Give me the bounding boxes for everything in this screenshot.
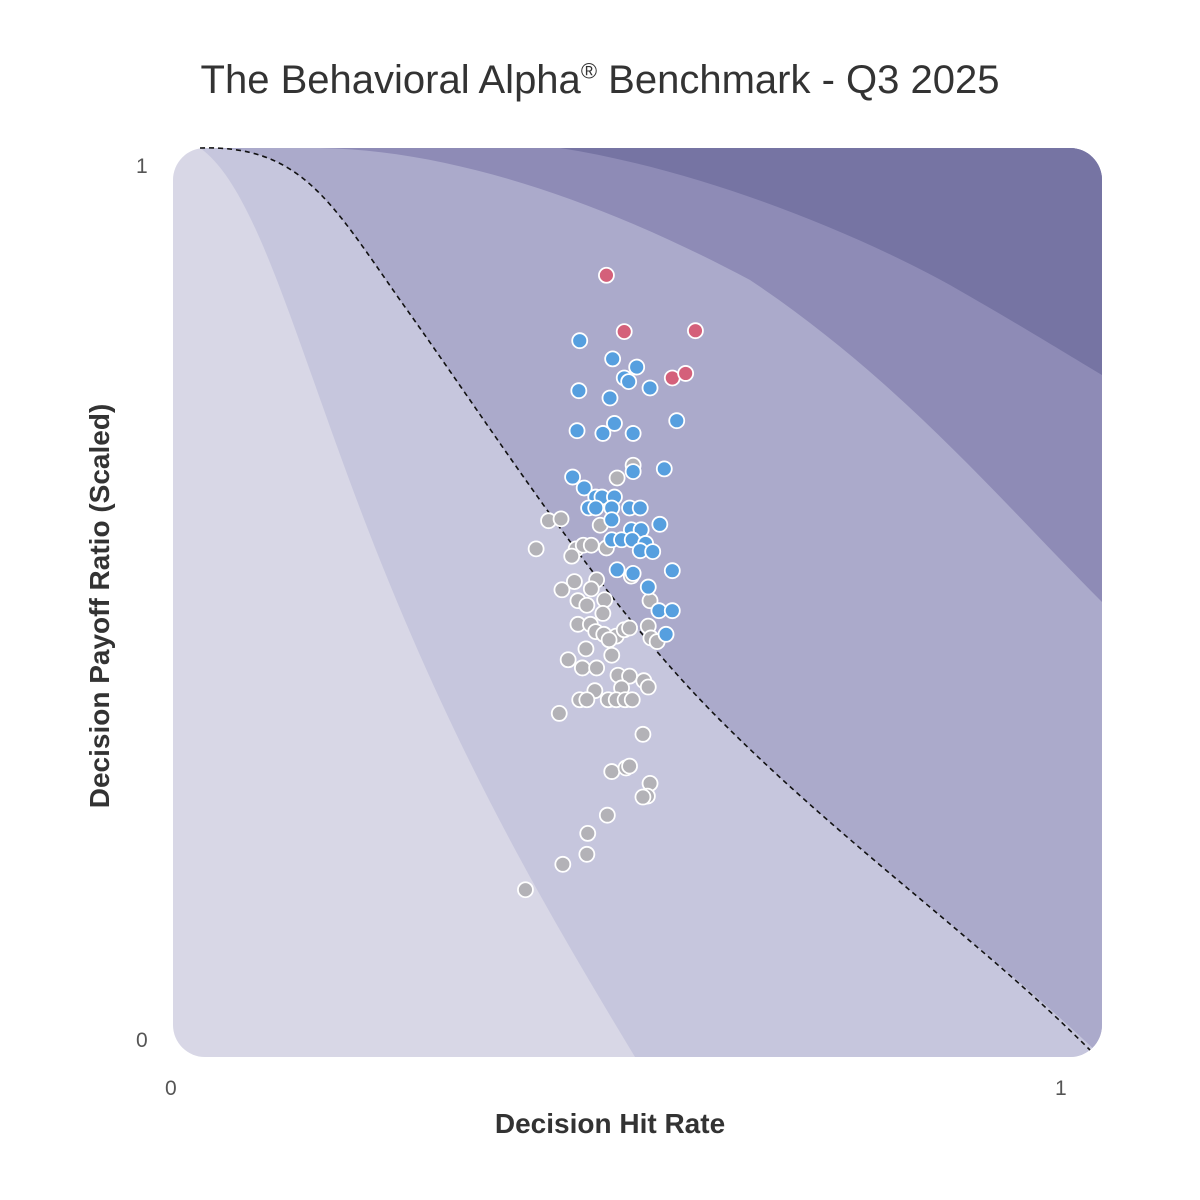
- y-tick-0: 0: [136, 1029, 148, 1052]
- data-point-top: [687, 322, 704, 340]
- data-point-above: [594, 425, 612, 442]
- registered-mark: ®: [580, 58, 598, 84]
- data-point-below: [578, 691, 596, 709]
- data-point-above: [606, 415, 623, 432]
- data-point-below: [639, 678, 657, 696]
- data-point-above: [564, 468, 582, 486]
- data-point-below: [517, 881, 534, 899]
- data-point-below: [621, 619, 638, 637]
- chart-title: The Behavioral Alpha® Benchmark - Q3 202…: [0, 58, 1200, 103]
- data-point-below: [565, 573, 583, 590]
- data-point-below: [634, 788, 652, 806]
- data-point-above: [568, 422, 586, 440]
- data-point-below: [603, 763, 621, 780]
- data-point-above: [571, 332, 589, 350]
- data-point-below: [582, 580, 600, 598]
- data-point-below: [598, 806, 616, 824]
- data-point-below: [596, 591, 614, 609]
- data-point-above: [663, 562, 681, 580]
- data-point-above: [644, 543, 662, 560]
- data-point-below: [623, 691, 641, 709]
- frontier-dashed-line: [199, 147, 1091, 1051]
- data-point-above: [601, 389, 619, 407]
- data-point-below: [577, 640, 595, 658]
- data-point-above: [570, 382, 588, 400]
- data-point-top: [615, 323, 633, 341]
- background-bands: [173, 148, 1102, 1057]
- data-point-below: [579, 824, 597, 842]
- data-point-below: [588, 659, 606, 677]
- data-point-top: [677, 365, 695, 382]
- data-point-below: [600, 631, 618, 649]
- data-point-above: [641, 379, 659, 397]
- data-point-above: [631, 499, 649, 517]
- data-point-above: [663, 602, 681, 620]
- data-point-below: [634, 725, 652, 743]
- data-point-above: [575, 479, 593, 497]
- x-tick-0: 0: [165, 1077, 177, 1100]
- data-point-top: [598, 266, 615, 284]
- title-text: The Behavioral Alpha: [200, 58, 581, 102]
- data-point-below: [553, 581, 571, 599]
- data-point-above: [587, 499, 605, 517]
- data-point-above: [668, 412, 686, 430]
- points-layer: [517, 266, 704, 899]
- data-point-below: [550, 704, 568, 722]
- data-point-above: [651, 515, 669, 533]
- data-point-above: [624, 463, 642, 481]
- data-point-above: [655, 460, 673, 478]
- data-point-below: [608, 469, 626, 487]
- data-point-above: [620, 373, 638, 391]
- data-point-below: [574, 659, 591, 677]
- data-point-below: [527, 540, 545, 558]
- data-point-below: [582, 536, 600, 554]
- data-point-above: [624, 565, 642, 582]
- x-tick-1: 1: [1055, 1077, 1067, 1100]
- data-point-above: [608, 561, 626, 579]
- data-point-above: [639, 578, 657, 596]
- x-axis-label: Decision Hit Rate: [494, 1108, 726, 1139]
- y-tick-1: 1: [136, 155, 148, 178]
- data-point-above: [604, 350, 622, 368]
- y-axis-label: Decision Payoff Ratio (Scaled): [84, 403, 115, 809]
- data-point-below: [559, 651, 577, 669]
- data-point-below: [603, 646, 621, 664]
- data-point-below: [621, 757, 638, 775]
- data-point-above: [628, 358, 646, 376]
- data-point-above: [603, 511, 621, 529]
- title-suffix: Benchmark - Q3 2025: [597, 58, 1000, 102]
- band-5: [560, 148, 1102, 375]
- data-point-below: [578, 845, 596, 863]
- data-point-below: [594, 605, 612, 622]
- data-point-below: [554, 855, 572, 873]
- data-point-below: [578, 596, 596, 614]
- data-point-below: [563, 547, 581, 565]
- data-point-below: [552, 510, 570, 528]
- data-point-above: [624, 425, 642, 442]
- data-point-above: [657, 625, 675, 643]
